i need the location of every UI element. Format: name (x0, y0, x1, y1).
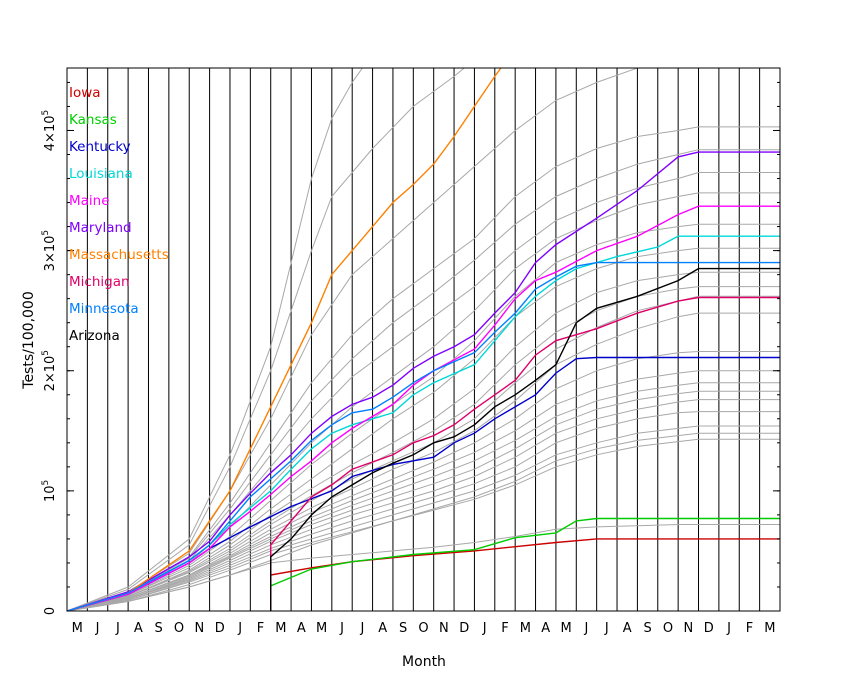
x-tick-label: O (174, 621, 184, 636)
y-tick-label: 0 (43, 607, 58, 615)
x-tick-label: A (378, 621, 387, 636)
legend-entry-louisiana: Louisiana (69, 166, 133, 182)
x-tick-label: D (459, 621, 469, 636)
other-state-line (66, 351, 780, 612)
legend-entry-iowa: Iowa (69, 85, 101, 101)
x-axis-title: Month (402, 654, 446, 670)
other-state-line (66, 286, 780, 612)
legend-entry-kansas: Kansas (69, 112, 117, 128)
other-state-line (66, 399, 780, 612)
other-state-line (66, 438, 780, 612)
axis-tick-marks (67, 81, 780, 612)
legend-entry-massachusetts: Massachusetts (69, 247, 169, 263)
legend-entry-minnesota: Minnesota (69, 301, 139, 317)
x-tick-label: D (215, 621, 225, 636)
y-tick-label: 2×105 (41, 350, 58, 391)
other-state-line (66, 67, 465, 612)
other-state-line (66, 67, 363, 612)
x-tick-label: N (683, 621, 693, 636)
x-tick-label: S (155, 621, 163, 636)
x-tick-label: F (501, 621, 508, 636)
x-tick-label: J (95, 621, 100, 636)
other-state-line (66, 382, 780, 612)
other-state-line (66, 390, 780, 612)
x-tick-label: A (134, 621, 143, 636)
x-tick-label: F (746, 621, 753, 636)
x-tick-label: M (764, 621, 775, 636)
other-states-lines (66, 67, 780, 612)
other-state-line (66, 67, 638, 612)
x-tick-label: J (359, 621, 364, 636)
legend-entry-kentucky: Kentucky (69, 139, 131, 155)
legend-entry-michigan: Michigan (69, 274, 130, 290)
x-tick-label: D (704, 621, 714, 636)
series-line-massachusetts (66, 67, 502, 612)
series-line-iowa (270, 538, 780, 611)
x-tick-label: J (604, 621, 609, 636)
other-state-line (66, 247, 780, 612)
x-tick-label: M (316, 621, 327, 636)
x-tick-label: A (541, 621, 550, 636)
x-tick-label: J (339, 621, 344, 636)
other-state-line (66, 312, 780, 612)
x-tick-label: J (482, 621, 487, 636)
x-tick-label: J (237, 621, 242, 636)
x-tick-label: S (399, 621, 407, 636)
other-state-line (66, 149, 780, 612)
series-line-minnesota (66, 261, 780, 612)
x-tick-label: M (560, 621, 571, 636)
x-tick-label: A (623, 621, 632, 636)
legend: Iowa Kansas Kentucky Louisiana Maine Maryland… (69, 85, 169, 344)
other-state-line (66, 411, 780, 612)
legend-entry-arizona: Arizona (69, 328, 120, 344)
x-tick-label: M (520, 621, 531, 636)
series-line-kansas (270, 517, 780, 611)
series-line-maine (66, 205, 780, 612)
x-tick-label: M (275, 621, 286, 636)
series-line-michigan (270, 296, 780, 611)
legend-entry-maine: Maine (69, 193, 110, 209)
x-tick-label: J (584, 621, 589, 636)
x-tick-label: J (726, 621, 731, 636)
x-tick-label: N (195, 621, 205, 636)
x-tick-label: O (663, 621, 673, 636)
legend-entry-maryland: Maryland (69, 220, 132, 236)
other-state-line (66, 223, 780, 612)
x-tick-label: F (257, 621, 264, 636)
plot-frame (66, 67, 781, 612)
other-state-line (66, 432, 780, 612)
x-tick-label: J (115, 621, 120, 636)
highlighted-series-lines (66, 67, 780, 612)
x-tick-label: N (439, 621, 449, 636)
y-axis-title: Tests/100,000 (21, 291, 37, 389)
other-state-line (66, 271, 780, 612)
y-tick-label: 3×105 (41, 230, 58, 271)
series-line-arizona (270, 267, 780, 611)
x-tick-label: S (643, 621, 651, 636)
other-state-line (66, 370, 780, 612)
series-line-maryland (66, 151, 780, 612)
series-line-louisiana (66, 235, 780, 612)
x-tick-label: M (72, 621, 83, 636)
x-tick-label: O (418, 621, 428, 636)
x-tick-label: A (297, 621, 306, 636)
y-tick-label: 4×105 (41, 110, 58, 151)
other-state-line (66, 172, 780, 612)
other-state-line (66, 425, 780, 612)
other-state-line (66, 126, 780, 612)
